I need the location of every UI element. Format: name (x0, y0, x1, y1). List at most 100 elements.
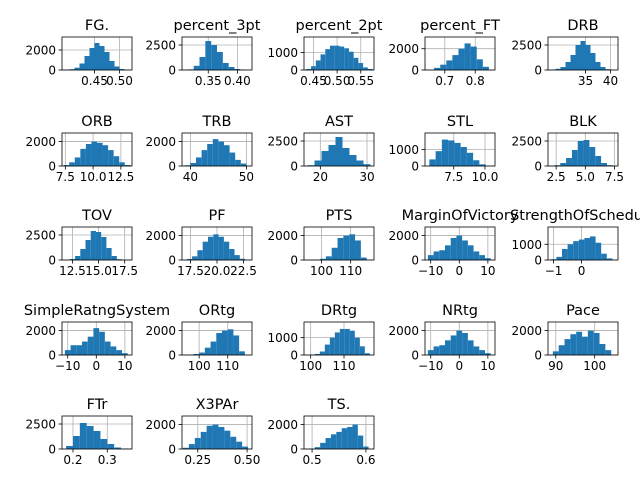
histogram-bar (363, 164, 371, 166)
histogram-bar (205, 41, 212, 70)
y-tick-label: 1000 (511, 238, 542, 252)
histogram-bar (186, 259, 193, 260)
histogram-bar (85, 240, 91, 260)
histogram-bar (593, 333, 600, 355)
histogram-bar (63, 165, 70, 166)
histogram-bar (319, 351, 325, 355)
x-tick-label: 110 (339, 264, 362, 278)
histogram-bar (79, 63, 85, 70)
histogram-bar (585, 45, 591, 70)
histogram-bar (93, 328, 100, 355)
histogram-bar (482, 66, 489, 70)
y-tick-label: 2000 (25, 44, 56, 58)
histogram-bar (69, 69, 75, 70)
axes-frame (181, 36, 253, 71)
x-tick-label: 30 (359, 170, 374, 184)
histogram-bar (336, 431, 342, 449)
histogram-bar (210, 341, 217, 355)
subplot-title: DRtg (321, 303, 357, 319)
histogram-bar (320, 258, 326, 260)
histogram-bar (207, 236, 214, 260)
y-tick-label: 2000 (511, 324, 542, 338)
y-tick-label: 2000 (145, 324, 176, 338)
histogram-bar (334, 45, 340, 70)
histogram-bar (595, 62, 601, 70)
histogram-bar (199, 352, 205, 355)
x-tick-label: 12.5 (59, 264, 86, 278)
histogram-bar (95, 232, 102, 260)
y-tick-label: 0 (48, 64, 56, 78)
histogram-bar (93, 431, 101, 449)
histogram-bar (306, 68, 312, 70)
histogram-bar (109, 61, 115, 70)
histogram-bar (202, 241, 208, 260)
histogram-bar (467, 340, 474, 355)
x-tick-label: −10 (55, 359, 80, 373)
x-tick-label: 100 (310, 264, 333, 278)
histogram-bar (235, 159, 241, 166)
x-tick-label: 10 (480, 359, 495, 373)
x-tick-label: 0.7 (435, 74, 454, 88)
histogram-bar (229, 152, 236, 166)
histogram-bar (239, 258, 246, 260)
histogram-bar (462, 240, 468, 260)
histogram-bar (575, 45, 581, 70)
subplot-19: 90 100 0 2000 Pace (511, 303, 619, 373)
subplot-title: STL (447, 114, 473, 130)
histogram-bar (76, 345, 82, 355)
y-tick-label: 0 (168, 349, 176, 363)
histogram-bar (90, 231, 96, 260)
histogram-bar (339, 328, 345, 355)
histogram-bar (485, 353, 491, 355)
histogram-bar (356, 160, 364, 166)
histogram-bar (218, 236, 224, 260)
y-tick-label: 2000 (388, 42, 419, 56)
histogram-bar (564, 339, 571, 355)
y-tick-label: 0 (290, 160, 298, 174)
histogram-bar (234, 69, 241, 70)
histogram-bar (427, 350, 434, 355)
histogram-bar (86, 426, 94, 449)
histogram-bar (325, 49, 331, 70)
y-tick-label: 0 (290, 254, 298, 268)
x-tick-label: 0 (578, 264, 586, 278)
histogram-bar (349, 330, 355, 355)
histogram-bar (567, 244, 574, 260)
x-tick-label: 0.55 (347, 74, 374, 88)
histogram-bar (556, 256, 562, 260)
histogram-bar (456, 330, 463, 355)
histogram-bar (364, 353, 370, 355)
histogram-bar (193, 65, 200, 70)
histogram-bar (433, 251, 440, 260)
x-tick-label: 7.5 (56, 170, 75, 184)
y-tick-label: 2500 (511, 39, 542, 53)
histogram-bar (473, 346, 480, 355)
y-tick-label: 1000 (267, 331, 298, 345)
subplot-title: FG. (85, 18, 109, 34)
histogram-bar (555, 68, 561, 70)
histogram-bar (124, 165, 131, 166)
y-tick-label: 2500 (25, 229, 56, 243)
histogram-bar (605, 69, 611, 70)
histogram-bar (342, 148, 350, 166)
histogram-bar (104, 52, 110, 70)
histogram-bar (445, 245, 451, 260)
histogram-bar (578, 239, 585, 260)
histogram-bar (589, 147, 596, 166)
y-tick-label: 0 (48, 443, 56, 457)
histogram-bar (464, 43, 471, 70)
histogram-bar (242, 446, 249, 449)
histogram-bar (207, 144, 213, 166)
y-tick-label: 2500 (267, 135, 298, 149)
histogram-bar (311, 66, 316, 70)
y-tick-label: 0 (411, 160, 419, 174)
histogram-bar (367, 68, 373, 70)
histogram-bar (599, 344, 606, 355)
histogram-bar (358, 63, 364, 70)
histogram-bar (233, 335, 240, 355)
x-tick-label: 10.0 (472, 170, 499, 184)
histogram-bar (429, 159, 436, 166)
histogram-bar (558, 345, 565, 355)
axes-frame (181, 321, 253, 356)
